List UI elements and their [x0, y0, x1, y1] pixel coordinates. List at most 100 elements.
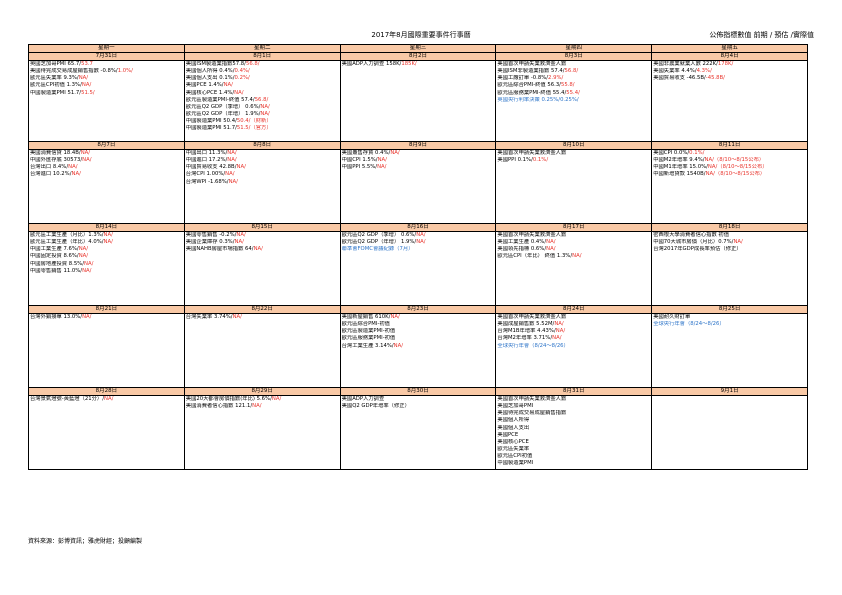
event-item: 台灣M1B年增率 4.43%/NA/ [497, 328, 650, 335]
event-item: 台灣M2年增率 3.71%/NA/ [497, 335, 650, 342]
events-row: 美國消費信貸 18.4B/NA/中國外匯存底 30573/NA/台灣出口 8.4… [28, 149, 808, 224]
event-item: 美國芝加哥PMI [497, 403, 650, 410]
event-label: 台灣失業率 3.74%/ [185, 314, 233, 321]
event-item: 台灣工業生產 3.14%/NA/ [342, 343, 495, 350]
event-item: 中國出口 11.3%/NA/ [186, 151, 339, 158]
event-label: 美國領先指標 0.6%/ [497, 246, 547, 253]
event-label: 中國製造業PMI 50.4/ [185, 118, 237, 125]
event-item: 美國核心PCE [497, 439, 650, 446]
day-events-cell: 美國新屋銷售 610K/NA/歐元區綜合PMI-初值 歐元區製造業PMI-初值 歐元… [339, 313, 497, 388]
event-label: 台灣M1B年增率 4.43%/ [497, 328, 556, 335]
event-label: 中國進口 17.2%/ [185, 157, 228, 164]
event-item: 美國20大都會房價指數(年比) 5.6%/NA/ [186, 397, 339, 404]
event-label: 歐元區綜合PMI-初值 [341, 321, 390, 328]
date-row: 7月31日 8月1日 8月2日 8月3日 8月4日 [28, 52, 808, 61]
event-label: 台灣WPI -1.68%/ [185, 178, 229, 185]
event-item: 美國個人支出 [497, 425, 650, 432]
event-item: 美國個人所得 [497, 417, 650, 424]
event-label: 美國首次申請失業救濟金人數 [497, 396, 567, 403]
date-cell: 9月1日 [651, 387, 808, 396]
event-item: 歐元區CPI初值 [497, 453, 650, 460]
event-value: NA/ [260, 103, 270, 110]
day-events-cell: 美國躉售存貨 0.4%/NA/中國CPI 1.5%/NA/中國PPI 5.5%/… [339, 149, 497, 224]
weekday-header: 星期一 [28, 44, 185, 53]
event-item: 歐元區失業率 9.3%/NA/ [30, 75, 183, 82]
date-cell: 8月29日 [183, 387, 341, 396]
events-row: 台灣外銷接單 13.0%/NA/台灣失業率 3.74%/NA/美國新屋銷售 61… [28, 313, 808, 388]
event-item: 美國首次申請失業救濟金人數 [497, 151, 650, 158]
event-value: 0.2%/ [234, 75, 250, 82]
event-item: 美國ADP人力調查 158K/185K/ [342, 61, 495, 69]
event-value: NA/ [252, 403, 262, 410]
event-item: 英國芝加哥PMI 65.7/53.7 [30, 61, 183, 69]
day-events-cell: 密西根大學消費者信心指數 初值 中國70大城市房價（月比）0.7%/NA/台灣20… [651, 231, 808, 306]
event-item: 美國領先指標 0.6%/NA/ [497, 246, 650, 253]
event-value: NA/ [377, 157, 387, 164]
day-events-cell: 台灣失業率 3.74%/NA/ [183, 313, 341, 388]
date-cell: 8月4日 [651, 52, 808, 61]
event-item: 歐元區綜合PMI-終值 56.3/55.8/ [497, 82, 650, 89]
date-cell: 8月9日 [339, 141, 497, 150]
event-item: 美國成屋銷售數 5.52M/NA/ [497, 321, 650, 328]
event-item: 聯準會FOMC會議紀錄（7月） [342, 246, 495, 253]
event-label: 美國非農業就業人數 222K/ [653, 61, 718, 68]
day-events-cell: 美國20大都會房價指數(年比) 5.6%/NA/美國消費者信心指數 121.1/… [183, 395, 341, 470]
date-cell: 8月11日 [651, 141, 808, 150]
event-item: 歐元區Q2 GDP（季增） 0.6%/NA/ [186, 104, 339, 111]
event-label: 美國NAHB房屋市場指數 64/ [185, 246, 254, 253]
event-item: 歐元區CPI初值 1.3%/NA/ [30, 82, 183, 89]
date-cell: 8月30日 [339, 387, 497, 396]
day-events-cell: 美國耐久財訂單 全球央行年會（8/24～8/26） [651, 313, 808, 388]
event-item: 美國首次申請失業救濟金人數 [497, 62, 650, 69]
day-events-cell: 美國首次申請失業救濟金人數 美國工業生產 0.4%/NA/美國領先指標 0.6%/… [495, 231, 653, 306]
event-item: 英國央行利率決策 0.25%/0.25%/ [497, 97, 650, 104]
event-value: NA/ [377, 164, 387, 171]
event-item: 美國失業率 4.4%/4.3%/ [653, 68, 806, 75]
event-value: NA/ [234, 239, 244, 246]
event-label: 中國房地產投資 8.5%/ [30, 260, 85, 267]
event-label: 美國ISM製造業指數57.8/ [185, 61, 246, 68]
event-label: 英國芝加哥PMI 65.7/ [30, 61, 82, 68]
event-label: 歐元區失業率 [497, 446, 530, 453]
day-events-cell: 歐元區Q2 GDP（季增） 0.6%/NA/歐元區Q2 GDP（年增） 1.9%… [339, 231, 497, 306]
weekday-header: 星期三 [339, 44, 497, 53]
event-label: 美國消費信貸 18.4B/ [30, 150, 81, 157]
source-note: 資料來源：彭博資訊；雅虎財經；投顧編製 [28, 538, 143, 545]
event-label: 歐元區Q2 GDP（季增） 0.6%/ [185, 103, 261, 110]
event-item: 中國製造業PMI 51.7/51.5/ [30, 90, 183, 97]
event-item: 美國個人所得 0.4%/0.4%/ [186, 68, 339, 75]
day-events-cell: 美國首次申請失業救濟金人數 美國成屋銷售數 5.52M/NA/台灣M1B年增率 4… [495, 313, 653, 388]
date-cell: 8月3日 [495, 52, 653, 61]
event-value: 2.9%/ [548, 75, 564, 82]
event-value: NA/ [78, 246, 89, 253]
event-label: 中國零售銷售 11.0%/ [30, 267, 83, 274]
event-item: 歐元區製造業PMI-初值 [342, 328, 495, 335]
event-value: 55.8/ [560, 82, 575, 89]
event-value: 56.8/ [564, 68, 579, 75]
event-item: 美國CPI 0.0%/0.1%/ [653, 151, 806, 158]
event-item: 歐元區Q2 GDP（季增） 0.6%/NA/ [342, 233, 495, 240]
event-item: 全球央行年會（8/24～8/26） [497, 343, 650, 350]
date-cell: 8月16日 [339, 223, 497, 232]
date-cell: 8月25日 [651, 305, 808, 314]
event-label: 美國躉售存貨 0.4%/ [341, 150, 391, 157]
event-value: NA/ [223, 82, 233, 89]
event-label: 歐元區失業率 9.3%/ [30, 75, 79, 82]
event-label: 美國首次申請失業救濟金人數 [497, 314, 567, 321]
event-label: 美國工廠訂單 -0.8%/ [497, 75, 549, 82]
event-label: 歐元區製造業PMI-終值 57.4/ [185, 96, 255, 103]
event-value: NA/（8/10～8/15公布） [705, 171, 766, 178]
event-value: 55.4/ [566, 89, 580, 96]
event-item: 美國NAHB房屋市場指數 64/NA/ [186, 246, 339, 253]
event-value: NA/ [546, 246, 556, 253]
event-item: 中國進口 17.2%/NA/ [186, 157, 339, 164]
event-item: 中國工業生產 7.6%/NA/ [30, 246, 183, 253]
event-value: 185K/ [401, 61, 417, 68]
event-item: 美國躉售存貨 0.4%/NA/ [341, 150, 495, 158]
event-item: 台灣出口 8.4%/NA/ [30, 164, 183, 171]
day-events-cell: 美國ADP人力調查 158K/185K/ [339, 60, 497, 142]
event-value: NA/ [733, 239, 743, 246]
event-label: 中國製造業PMI 51.7/ [30, 89, 82, 96]
event-item: 美國非農業就業人數 222K/178K/ [653, 61, 806, 69]
event-value: NA/ [225, 171, 235, 178]
